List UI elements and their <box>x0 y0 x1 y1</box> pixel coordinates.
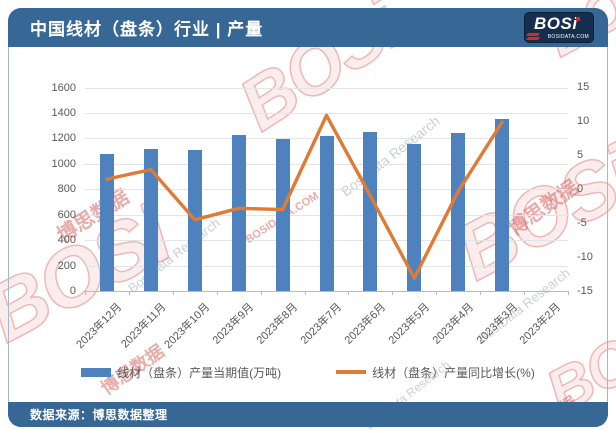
bosi-logo-i-dot <box>576 17 580 21</box>
bar <box>143 149 158 291</box>
bar <box>363 132 378 291</box>
x-axis-tick <box>85 291 86 295</box>
left-axis-tick-label: 600 <box>57 208 76 221</box>
footer-bar: 数据来源：博思数据整理 <box>8 402 608 427</box>
x-axis-tick <box>304 291 306 295</box>
bar <box>99 153 114 291</box>
bar <box>407 143 422 291</box>
bar <box>275 139 290 291</box>
right-axis-tick-label: 0 <box>577 182 584 195</box>
right-axis-tick-label: -5 <box>577 216 587 229</box>
left-axis-tick-label: 1400 <box>51 107 76 120</box>
grid-line <box>85 291 568 292</box>
bar <box>231 134 246 291</box>
bar <box>451 132 466 291</box>
left-axis-tick-label: 1000 <box>51 157 76 170</box>
line-series-swatch <box>336 370 367 374</box>
x-axis-tick <box>568 291 569 295</box>
growth-line <box>105 113 504 280</box>
left-axis-tick-label: 200 <box>57 259 76 272</box>
legend-item-line-series: 线材（盘条）产量同比增长(%) <box>336 364 535 381</box>
left-axis-tick-label: 400 <box>57 234 76 247</box>
bosi-logo: BOSi BOSIDATA.COM <box>524 12 594 43</box>
page-title: 中国线材（盘条）行业 | 产量 <box>30 20 264 39</box>
right-axis-tick-label: 10 <box>577 115 590 127</box>
x-axis-tick <box>480 291 482 295</box>
bosi-logo-text: BOSi <box>534 14 578 33</box>
bosi-logo-slash-icon <box>525 33 541 36</box>
bosi-logo-url: BOSIDATA.COM <box>547 34 589 40</box>
x-axis-tick <box>172 291 174 295</box>
bar <box>495 118 510 291</box>
left-axis-tick-label: 1600 <box>51 81 76 94</box>
x-axis-tick <box>260 291 262 295</box>
right-axis-tick-label: 5 <box>577 148 584 161</box>
grid-line <box>85 113 568 115</box>
chart-legend: 线材（盘条）产量当期值(万吨) 线材（盘条）产量同比增长(%) <box>8 361 608 383</box>
x-axis-tick <box>436 291 438 295</box>
x-axis-tick <box>524 291 526 295</box>
x-axis-tick <box>128 291 130 295</box>
right-axis-tick-label: -10 <box>577 250 593 263</box>
bar-series-swatch <box>81 367 112 377</box>
left-axis-tick-label: 800 <box>57 183 76 196</box>
bar-series-label: 线材（盘条）产量当期值(万吨) <box>117 365 282 380</box>
left-axis-tick-label: 0 <box>69 285 76 297</box>
x-axis-tick <box>392 291 394 295</box>
grid-line <box>85 87 568 89</box>
x-axis-tick <box>348 291 350 295</box>
line-series-label: 线材（盘条）产量同比增长(%) <box>372 365 535 380</box>
right-axis-tick-label: -15 <box>577 284 593 297</box>
legend-item-bar-series: 线材（盘条）产量当期值(万吨) <box>81 364 281 381</box>
bar <box>319 135 334 291</box>
header-bar: 中国线材（盘条）行业 | 产量 BOSi BOSIDATA.COM <box>8 8 608 47</box>
x-axis-tick <box>216 291 218 295</box>
right-axis-tick-label: 15 <box>577 81 590 94</box>
data-source-text: 数据来源：博思数据整理 <box>30 408 168 422</box>
bosi-logo-slash-icon <box>525 37 541 40</box>
left-axis-tick-label: 1200 <box>51 132 76 145</box>
